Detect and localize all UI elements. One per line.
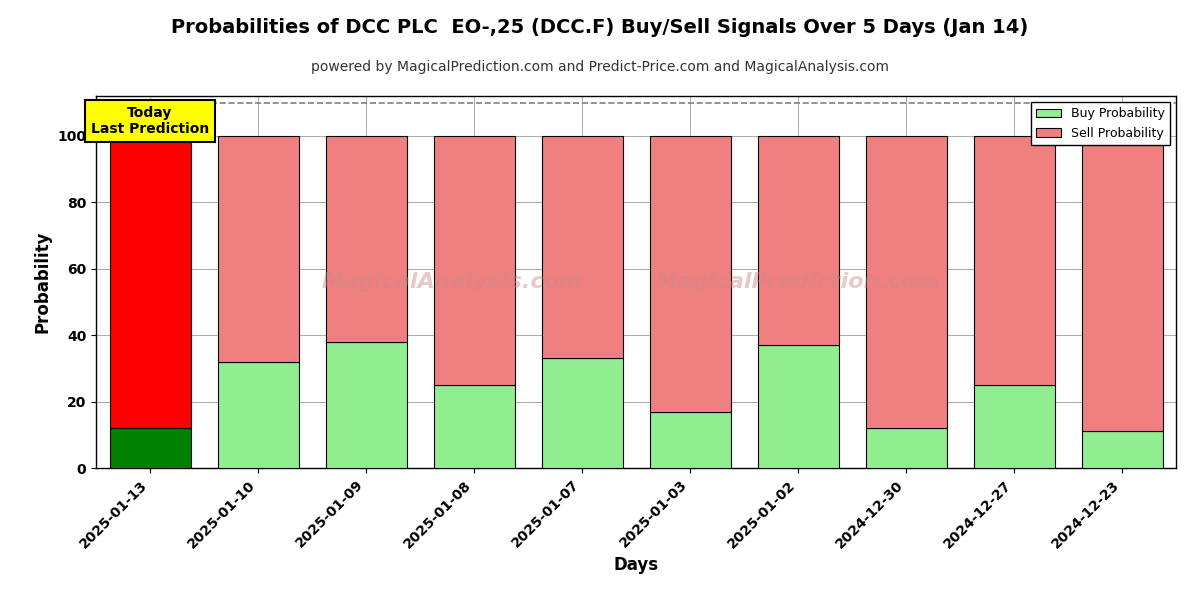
Bar bbox=[1081, 136, 1163, 431]
Bar bbox=[217, 136, 299, 362]
Bar bbox=[109, 428, 191, 468]
Bar bbox=[757, 345, 839, 468]
Bar bbox=[649, 412, 731, 468]
Bar bbox=[973, 385, 1055, 468]
X-axis label: Days: Days bbox=[613, 556, 659, 574]
Text: Probabilities of DCC PLC  EO-,25 (DCC.F) Buy/Sell Signals Over 5 Days (Jan 14): Probabilities of DCC PLC EO-,25 (DCC.F) … bbox=[172, 18, 1028, 37]
Bar bbox=[109, 136, 191, 428]
Bar bbox=[433, 385, 515, 468]
Bar bbox=[433, 136, 515, 385]
Text: powered by MagicalPrediction.com and Predict-Price.com and MagicalAnalysis.com: powered by MagicalPrediction.com and Pre… bbox=[311, 60, 889, 74]
Bar bbox=[217, 362, 299, 468]
Bar bbox=[973, 136, 1055, 385]
Bar bbox=[541, 136, 623, 358]
Bar bbox=[757, 136, 839, 345]
Bar bbox=[325, 342, 407, 468]
Bar bbox=[541, 358, 623, 468]
Y-axis label: Probability: Probability bbox=[34, 231, 52, 333]
Bar bbox=[1081, 431, 1163, 468]
Bar bbox=[865, 136, 947, 428]
Text: Today
Last Prediction: Today Last Prediction bbox=[91, 106, 209, 136]
Text: MagicalAnalysis.com: MagicalAnalysis.com bbox=[322, 272, 583, 292]
Bar bbox=[865, 428, 947, 468]
Bar bbox=[649, 136, 731, 412]
Legend: Buy Probability, Sell Probability: Buy Probability, Sell Probability bbox=[1031, 102, 1170, 145]
Text: MagicalPrediction.com: MagicalPrediction.com bbox=[655, 272, 941, 292]
Bar bbox=[325, 136, 407, 342]
